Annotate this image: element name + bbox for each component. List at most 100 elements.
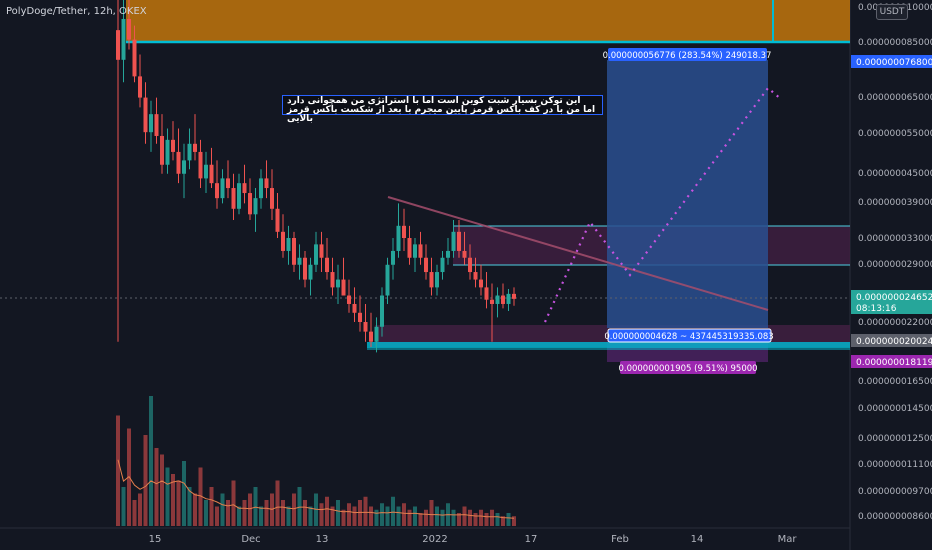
- forecast-path: [543, 86, 783, 323]
- volume-bar: [380, 503, 384, 526]
- volume-bar: [490, 509, 494, 526]
- volume-bar: [506, 513, 511, 526]
- time-tick-label: 13: [316, 534, 329, 545]
- volume-bar: [248, 493, 252, 526]
- price-tag-bg: [851, 290, 932, 314]
- volume-bar: [187, 487, 192, 526]
- volume-ma-line: [117, 459, 515, 519]
- price-tick-label: 0.000000033000: [858, 234, 932, 244]
- candle-body: [286, 238, 291, 251]
- measure-lower-bg: [620, 361, 756, 374]
- candle-body: [204, 164, 208, 179]
- candle-body: [473, 272, 478, 280]
- volume-bar: [402, 503, 406, 526]
- candle-body: [506, 293, 511, 304]
- volume-bar: [468, 509, 472, 526]
- candle-body: [165, 139, 170, 165]
- price-tick-label: 0.000000029000: [858, 260, 932, 270]
- candle-body: [259, 178, 263, 199]
- long-position-box: [607, 60, 768, 328]
- chart-annotation[interactable]: این توکن بسیار شبت کوین است اما با استرا…: [282, 95, 603, 124]
- candle-body: [193, 143, 197, 152]
- candle-body: [231, 188, 236, 209]
- price-tick-label: 0.000000085000: [858, 38, 932, 48]
- volume-bar: [215, 506, 219, 526]
- annotation-line-1: این توکن بسیار شبت کوین است اما با استرا…: [287, 96, 581, 106]
- candle-body: [325, 257, 329, 273]
- volume-bar: [473, 513, 478, 526]
- price-tag-label: 0.000000024652: [856, 293, 932, 303]
- candle-body: [424, 257, 428, 273]
- price-tick-label: 0.000000008600: [858, 512, 932, 522]
- candle-body: [501, 295, 505, 304]
- currency-button[interactable]: USDT: [876, 4, 908, 20]
- volume-bar: [160, 454, 164, 526]
- volume-bar: [495, 513, 500, 526]
- candle-body: [149, 114, 153, 133]
- candle-body: [341, 279, 346, 296]
- candle-body: [479, 279, 483, 288]
- volume-bar: [396, 506, 401, 526]
- candle-body: [369, 331, 373, 342]
- price-tick-label: 0.000000022000: [858, 318, 932, 328]
- volume-bar: [352, 506, 357, 526]
- candle-body: [451, 231, 456, 251]
- candle-body: [270, 188, 274, 209]
- descending-trendline: [387, 196, 769, 311]
- price-tick-label: 0.000000065000: [858, 93, 932, 103]
- candle-body: [380, 295, 384, 327]
- volume-bar: [149, 396, 153, 526]
- volume-bar: [363, 496, 368, 526]
- volume-bar: [264, 500, 269, 526]
- candle-body: [462, 250, 467, 258]
- candle-body: [116, 30, 120, 60]
- candle-body: [396, 225, 401, 251]
- volume-bar: [198, 467, 203, 526]
- candle-body: [468, 257, 472, 273]
- candle-body: [402, 225, 406, 239]
- volume-bar: [418, 513, 423, 526]
- candle-body: [512, 293, 516, 299]
- volume-bar: [429, 500, 434, 526]
- time-tick-label: 2022: [422, 534, 447, 545]
- measure-middle-bg: [607, 328, 772, 343]
- volume-bar: [171, 474, 175, 526]
- price-tick-label: 0.000000016500: [858, 377, 932, 387]
- volume-bar: [297, 487, 302, 526]
- candle-body: [495, 295, 500, 304]
- candle-body: [490, 299, 494, 304]
- candle-body: [187, 143, 192, 161]
- volume-bar: [286, 506, 291, 526]
- candle-body: [484, 287, 489, 300]
- volume-bar: [347, 503, 351, 526]
- volume-bar: [413, 506, 417, 526]
- support-zone: [367, 342, 850, 348]
- candle-body: [319, 244, 324, 258]
- candle-body: [132, 39, 137, 77]
- volume-bar: [391, 496, 395, 526]
- candle-body: [138, 76, 142, 98]
- volume-bar: [121, 487, 126, 526]
- candle-body: [352, 303, 357, 313]
- candle-body: [446, 250, 450, 258]
- price-tick-label: 0.000000045000: [858, 169, 932, 179]
- volume-bar: [308, 506, 313, 526]
- measure-middle-label: 0.000000004628 ~ 437445319335.083: [604, 332, 773, 342]
- volume-bar: [253, 487, 258, 526]
- candle-body: [171, 139, 175, 152]
- volume-bar: [138, 493, 142, 526]
- price-tag-bg: [851, 355, 932, 368]
- time-tick-label: Mar: [778, 534, 798, 545]
- candle-body: [154, 114, 159, 136]
- candle-body: [209, 164, 214, 184]
- volume-bar: [336, 500, 340, 526]
- candle-body: [297, 257, 302, 265]
- time-tick-label: 17: [525, 534, 538, 545]
- candle-body: [385, 264, 390, 296]
- candle-body: [264, 178, 269, 189]
- price-tick-label: 0.000000014500: [858, 404, 932, 414]
- volume-bar: [193, 493, 197, 526]
- volume-bar: [451, 509, 456, 526]
